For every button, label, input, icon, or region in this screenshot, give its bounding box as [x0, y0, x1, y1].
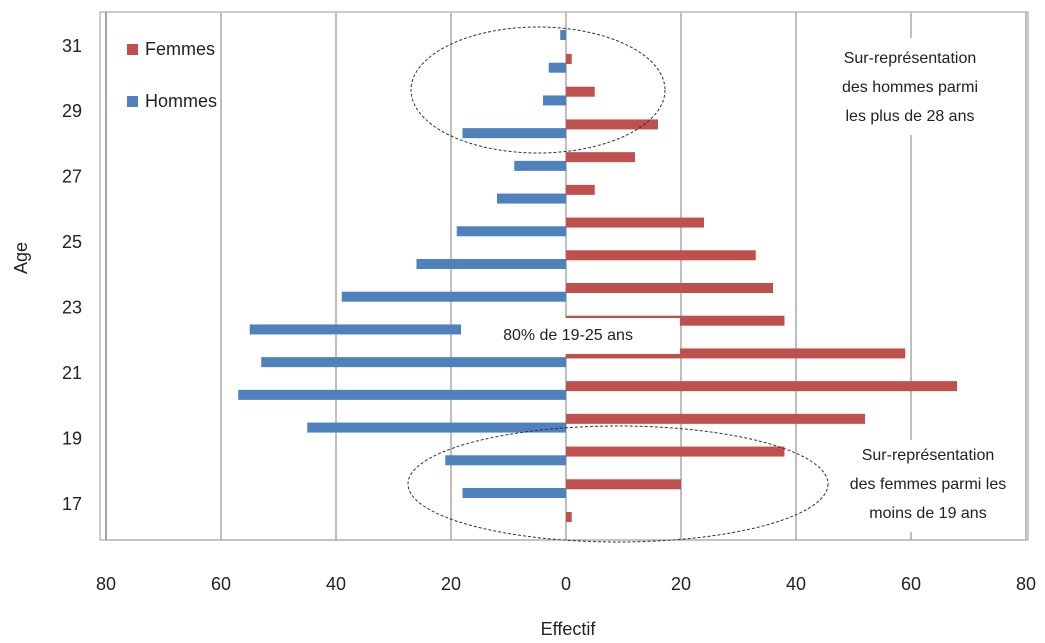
bar: [566, 283, 773, 293]
x-tick-label: 40: [786, 574, 806, 594]
bar: [566, 446, 785, 457]
annotation-text: des femmes parmi les: [850, 476, 1007, 493]
bar: [341, 291, 566, 302]
bar: [566, 119, 658, 130]
y-tick-label: 25: [62, 232, 82, 252]
x-tick-label: 80: [1016, 574, 1036, 594]
annotation-box: [461, 318, 680, 354]
bar: [462, 128, 566, 139]
legend-swatch: [127, 44, 138, 55]
bar: [416, 259, 566, 269]
bar: [566, 54, 572, 64]
bar: [238, 389, 566, 400]
bar: [543, 95, 566, 106]
x-tick-label: 60: [901, 574, 921, 594]
bar: [560, 30, 566, 40]
bar: [566, 512, 572, 522]
annotation-text: des hommes parmi: [842, 79, 978, 96]
bar: [548, 62, 566, 73]
highlight-ellipse: [407, 425, 829, 543]
annotation-box: [829, 440, 1024, 532]
bar: [566, 479, 681, 490]
x-tick-label: 60: [211, 574, 231, 594]
bar: [566, 152, 635, 163]
x-tick-label: 40: [326, 574, 346, 594]
annotation-text: les plus de 28 ans: [846, 108, 975, 125]
x-tick-label: 80: [96, 574, 116, 594]
bar: [566, 250, 756, 261]
annotation-text: Sur-représentation: [844, 50, 977, 67]
bar: [445, 455, 566, 466]
bar: [514, 160, 566, 171]
annotation-text: 80% de 19-25 ans: [503, 327, 633, 344]
x-tick-label: 0: [561, 574, 571, 594]
x-tick-label: 20: [671, 574, 691, 594]
annotation-box: [797, 38, 1022, 135]
y-tick-label: 19: [62, 428, 82, 448]
bar: [307, 422, 566, 433]
y-tick-label: 27: [62, 167, 82, 187]
bar: [566, 413, 865, 424]
highlight-ellipse: [410, 26, 666, 154]
y-tick-label: 17: [62, 494, 82, 514]
bar: [566, 217, 704, 228]
y-tick-label: 21: [62, 363, 82, 383]
y-tick-label: 23: [62, 297, 82, 317]
x-axis-label: Effectif: [541, 619, 597, 639]
y-tick-label: 29: [62, 101, 82, 121]
bar: [462, 488, 566, 498]
bar: [261, 357, 566, 368]
y-tick-label: 31: [62, 36, 82, 56]
bar: [497, 193, 566, 204]
legend-label: Femmes: [145, 39, 215, 59]
bar: [566, 184, 595, 195]
bar: [566, 348, 906, 359]
y-axis-label: Age: [11, 242, 31, 274]
legend-label: Hommes: [145, 91, 217, 111]
bar: [249, 324, 566, 335]
bar: [566, 86, 595, 97]
bar: [566, 381, 957, 392]
annotation-text: Sur-représentation: [862, 447, 995, 464]
legend-swatch: [127, 96, 138, 107]
annotation-text: moins de 19 ans: [869, 505, 986, 522]
x-tick-label: 20: [441, 574, 461, 594]
bar: [456, 226, 566, 237]
